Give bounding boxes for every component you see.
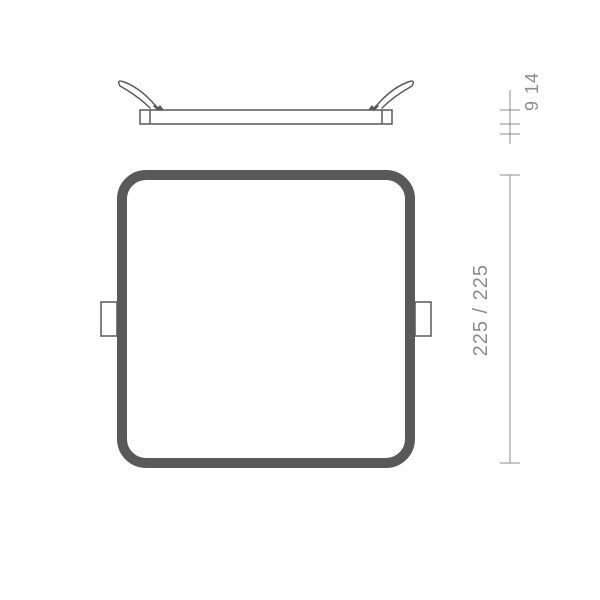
front-view-square [122,175,410,463]
diagram-canvas: 225 / 225 9 14 [0,0,600,600]
side-view-bar [140,110,392,124]
spring-clip [119,81,160,110]
dimension-label-thickness: 9 14 [522,72,543,111]
spring-clip [372,81,413,110]
diagram-svg [0,0,600,600]
mounting-tab-left [101,302,117,336]
mounting-tab-right [415,302,431,336]
dimension-label-main: 225 / 225 [470,264,493,356]
